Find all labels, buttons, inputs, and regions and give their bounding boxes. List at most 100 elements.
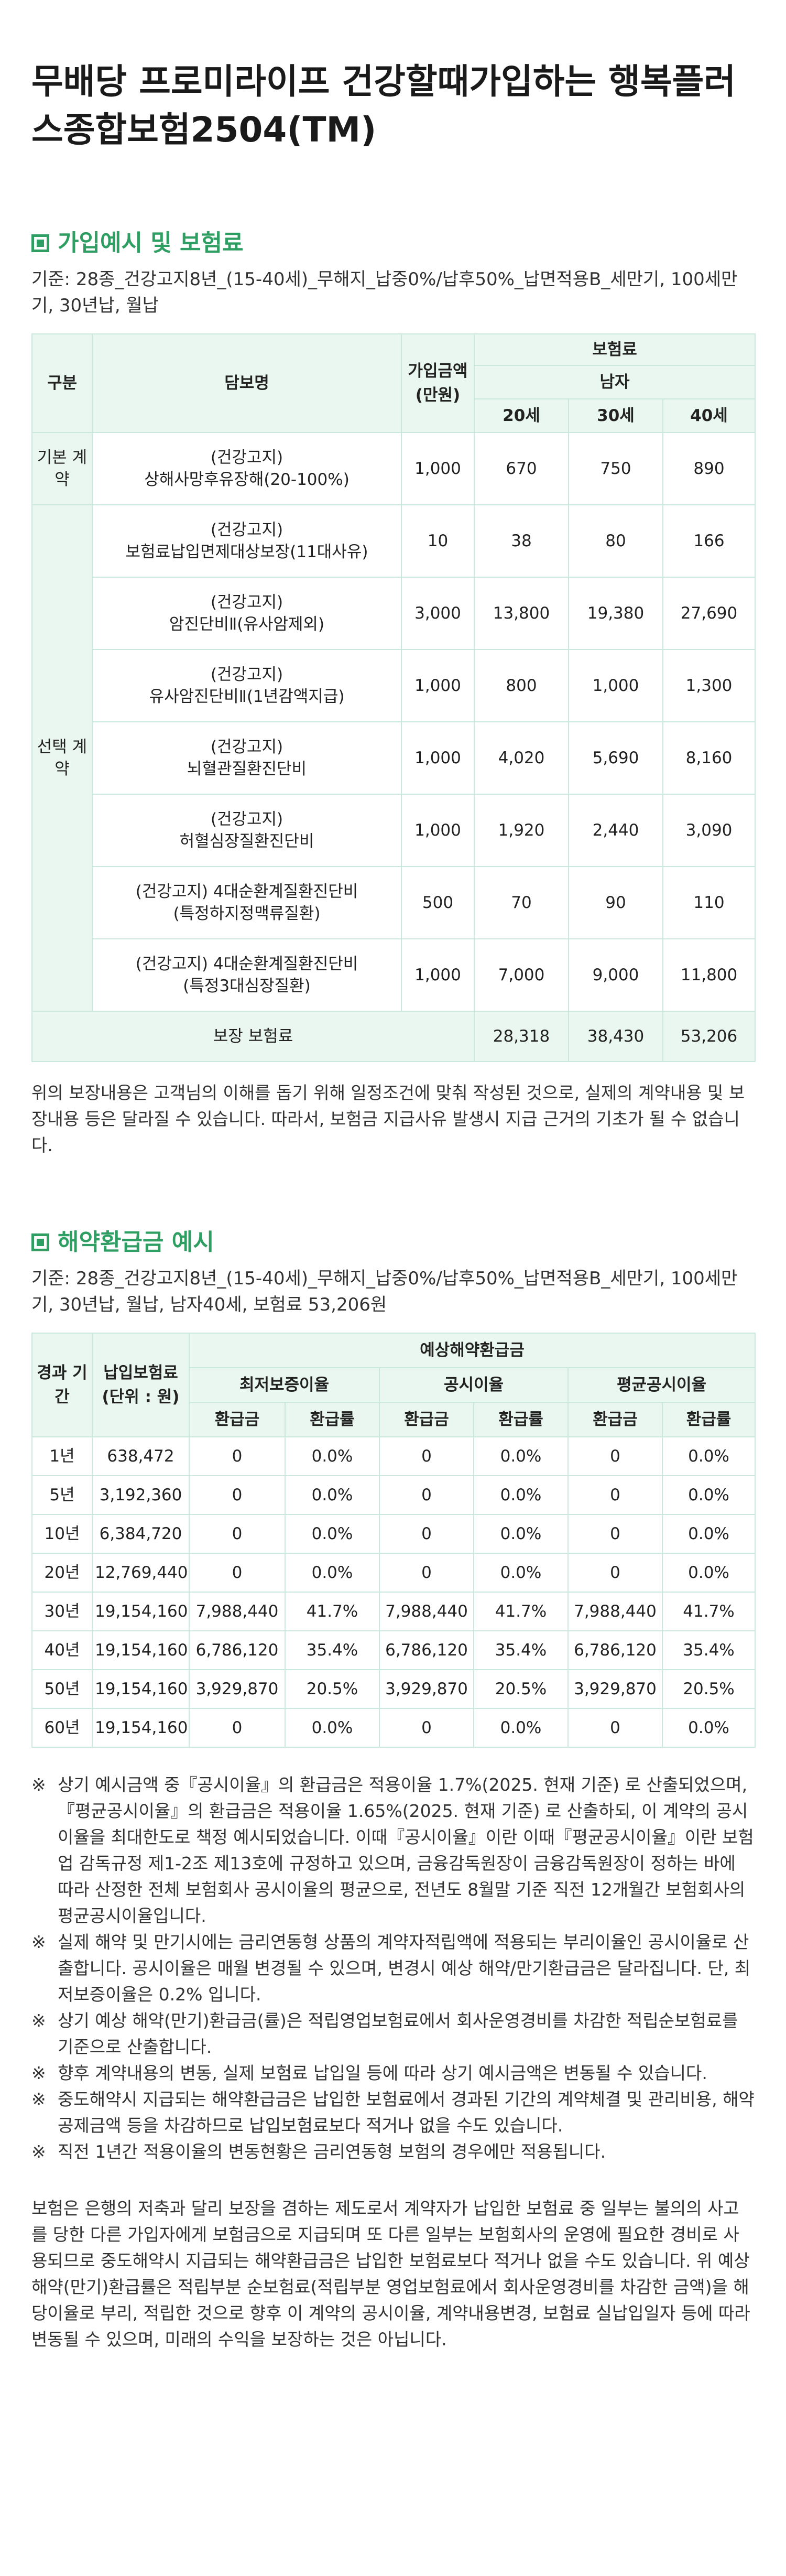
note-text: 직전 1년간 적용이율의 변동현황은 금리연동형 보험의 경우에만 적용됩니다.: [58, 2141, 606, 2162]
amount-cell: 500: [401, 866, 475, 939]
header-amount: 가입금액 (만원): [401, 333, 475, 433]
premium-value-cell: 9,000: [568, 938, 663, 1012]
note-item: ※ 상기 예시금액 중『공시이율』의 환급금은 적용이율 1.7%(2025. 현…: [31, 1772, 755, 1929]
note-mark: ※: [31, 1774, 46, 1795]
refund-amount-cell: 0: [189, 1514, 286, 1554]
refund-amount-cell: 7,988,440: [189, 1592, 286, 1631]
paid-premium-cell: 19,154,160: [92, 1708, 190, 1748]
amount-cell: 1,000: [401, 938, 475, 1012]
refund-ratio-cell: 0.0%: [661, 1708, 756, 1748]
note-text: 실제 해약 및 만기시에는 금리연동형 상품의 계약자적립액에 적용되는 부리이…: [58, 1932, 751, 2005]
header-premium: 보험료: [473, 333, 756, 366]
total-value-cell: 28,318: [474, 1011, 569, 1062]
coverage-name-line: (특정하지정맥류질환): [173, 904, 321, 923]
paid-premium-cell: 19,154,160: [92, 1630, 190, 1670]
premium-value-cell: 670: [474, 432, 569, 505]
premium-value-cell: 90: [568, 866, 663, 939]
refund-amount-cell: 0: [189, 1436, 286, 1476]
refund-amount-cell: 6,786,120: [189, 1630, 286, 1670]
premium-value-cell: 750: [568, 432, 663, 505]
paid-premium-cell: 19,154,160: [92, 1592, 190, 1631]
period-cell: 50년: [31, 1669, 93, 1709]
header-paid-premium: 납입보험료 (단위 : 원): [92, 1333, 190, 1437]
refund-ratio-cell: 20.5%: [661, 1669, 756, 1709]
refund-amount-cell: 0: [379, 1475, 474, 1515]
amount-cell: 1,000: [401, 432, 475, 505]
paid-premium-cell: 12,769,440: [92, 1553, 190, 1593]
coverage-name-line: (건강고지): [210, 448, 283, 467]
refund-ratio-cell: 20.5%: [473, 1669, 569, 1709]
coverage-name-line: (건강고지) 4대순환계질환진단비: [135, 955, 358, 973]
premium-value-cell: 166: [662, 504, 756, 578]
premium-total-row: 보장 보험료 28,318 38,430 53,206: [31, 1011, 756, 1062]
refund-amount-cell: 0: [379, 1436, 474, 1476]
header-coverage-name: 담보명: [92, 333, 402, 433]
premium-row: (건강고지) 허혈심장질환진단비 1,000 1,920 2,440 3,090: [32, 794, 756, 867]
refund-amount-cell: 0: [379, 1514, 474, 1554]
refund-ratio-cell: 0.0%: [661, 1436, 756, 1476]
header-paid-premium-line2: (단위 : 원): [102, 1388, 180, 1406]
header-period: 경과 기간: [31, 1333, 93, 1437]
refund-row: 60년 19,154,160 0 0.0% 0 0.0% 0 0.0%: [31, 1708, 756, 1748]
coverage-name-line: 허혈심장질환진단비: [179, 832, 314, 851]
premium-disclaimer: 위의 보장내용은 고객님의 이해를 돕기 위해 일정조건에 맞춰 작성된 것으로…: [31, 1083, 745, 1155]
note-item: ※ 향후 계약내용의 변동, 실제 보험료 납입일 등에 따라 상기 예시금액은 …: [31, 2060, 755, 2086]
coverage-name-cell: (건강고지) 유사암진단비Ⅱ(1년감액지급): [92, 649, 402, 722]
refund-ratio-cell: 0.0%: [285, 1436, 380, 1476]
refund-ratio-cell: 35.4%: [285, 1630, 380, 1670]
refund-amount-cell: 0: [379, 1708, 474, 1748]
refund-ratio-cell: 0.0%: [661, 1553, 756, 1593]
refund-ratio-cell: 20.5%: [285, 1669, 380, 1709]
refund-ratio-cell: 35.4%: [473, 1630, 569, 1670]
header-period-text: 경과 기간: [37, 1363, 88, 1406]
division-cell: 선택 계약: [31, 504, 93, 1012]
period-cell: 30년: [31, 1592, 93, 1631]
coverage-name-line: 상해사망후유장해(20-100%): [144, 470, 350, 489]
refund-ratio-cell: 0.0%: [285, 1475, 380, 1515]
premium-row: (건강고지) 유사암진단비Ⅱ(1년감액지급) 1,000 800 1,000 1,300: [32, 649, 756, 722]
header-refund-amount: 환급금: [379, 1402, 474, 1437]
premium-value-cell: 2,440: [568, 794, 663, 867]
refund-amount-cell: 0: [567, 1436, 663, 1476]
refund-ratio-cell: 0.0%: [661, 1514, 756, 1554]
refund-row: 20년 12,769,440 0 0.0% 0 0.0% 0 0.0%: [31, 1553, 756, 1593]
refund-amount-cell: 3,929,870: [567, 1669, 663, 1709]
refund-amount-cell: 3,929,870: [189, 1669, 286, 1709]
refund-ratio-cell: 41.7%: [285, 1592, 380, 1631]
premium-value-cell: 70: [474, 866, 569, 939]
header-rate-group: 최저보증이율: [189, 1367, 380, 1403]
refund-ratio-cell: 0.0%: [473, 1436, 569, 1476]
premium-row: 기본 계약 (건강고지) 상해사망후유장해(20-100%) 1,000 670 750 8…: [31, 432, 756, 505]
refund-amount-cell: 0: [567, 1708, 663, 1748]
header-male: 남자: [473, 365, 756, 399]
premium-value-cell: 13,800: [474, 577, 569, 650]
premium-row: 선택 계약 (건강고지) 보험료납입면제대상보장(11대사유) 10 38 80 166: [31, 504, 756, 1012]
refund-amount-cell: 6,786,120: [379, 1630, 474, 1670]
page-title: 무배당 프로미라이프 건강할때가입하는 행복플러스종합보험2504(TM): [31, 61, 736, 150]
header-rate-group: 평균공시이율: [567, 1367, 756, 1403]
note-mark: ※: [31, 2010, 46, 2031]
amount-cell: 1,000: [401, 721, 475, 795]
total-label-cell: 보장 보험료: [31, 1011, 475, 1062]
header-age: 40세: [662, 398, 756, 433]
section-heading-premium-text: 가입예시 및 보험료: [58, 230, 244, 256]
refund-ratio-cell: 41.7%: [661, 1592, 756, 1631]
premium-value-cell: 7,000: [474, 938, 569, 1012]
premium-value-cell: 80: [568, 504, 663, 578]
note-item: ※ 실제 해약 및 만기시에는 금리연동형 상품의 계약자적립액에 적용되는 부리…: [31, 1929, 755, 2008]
header-division: 구분: [31, 333, 93, 433]
note-mark: ※: [31, 2141, 46, 2162]
header-refund-ratio: 환급률: [661, 1402, 756, 1437]
green-square-icon: [31, 1233, 49, 1251]
note-mark: ※: [31, 1932, 46, 1952]
coverage-name-line: (건강고지): [210, 665, 283, 684]
period-cell: 40년: [31, 1630, 93, 1670]
premium-value-cell: 3,090: [662, 794, 756, 867]
paid-premium-cell: 6,384,720: [92, 1514, 190, 1554]
premium-row: (건강고지) 4대순환계질환진단비 (특정3대심장질환) 1,000 7,000 9,0…: [32, 938, 756, 1012]
header-expected-refund: 예상해약환급금: [188, 1333, 756, 1368]
premium-value-cell: 38: [474, 504, 569, 578]
refund-amount-cell: 6,786,120: [567, 1630, 663, 1670]
refund-amount-cell: 0: [189, 1708, 286, 1748]
refund-row: 10년 6,384,720 0 0.0% 0 0.0% 0 0.0%: [31, 1514, 756, 1554]
